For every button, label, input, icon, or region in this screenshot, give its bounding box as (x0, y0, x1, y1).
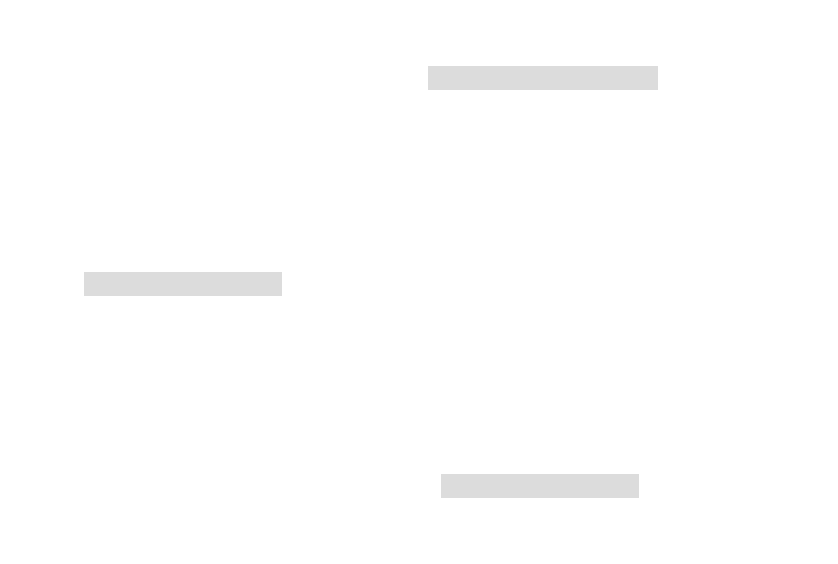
neutral-label (84, 272, 282, 296)
negative-label (428, 66, 658, 90)
positive-label (441, 474, 639, 498)
